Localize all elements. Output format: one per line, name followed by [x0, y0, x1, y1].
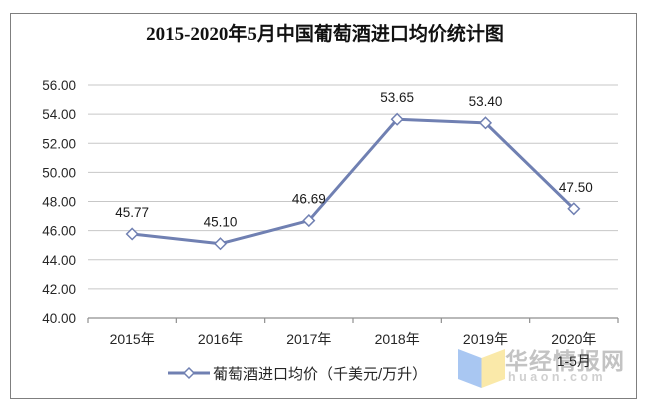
legend-label: 葡萄酒进口均价（千美元/万升）	[213, 365, 428, 383]
brand-logo-icon	[458, 349, 505, 388]
logo-left-panel	[458, 349, 482, 388]
logo-right-panel	[481, 349, 505, 388]
watermark-brand-text: 华经情报网	[505, 348, 625, 374]
legend: 葡萄酒进口均价（千美元/万升）	[168, 363, 427, 383]
chart-title: 2015-2020年5月中国葡萄酒进口均价统计图	[146, 24, 504, 45]
legend-line-diamond-icon	[168, 366, 210, 380]
watermark-domain-text: huaon.com	[508, 370, 607, 384]
